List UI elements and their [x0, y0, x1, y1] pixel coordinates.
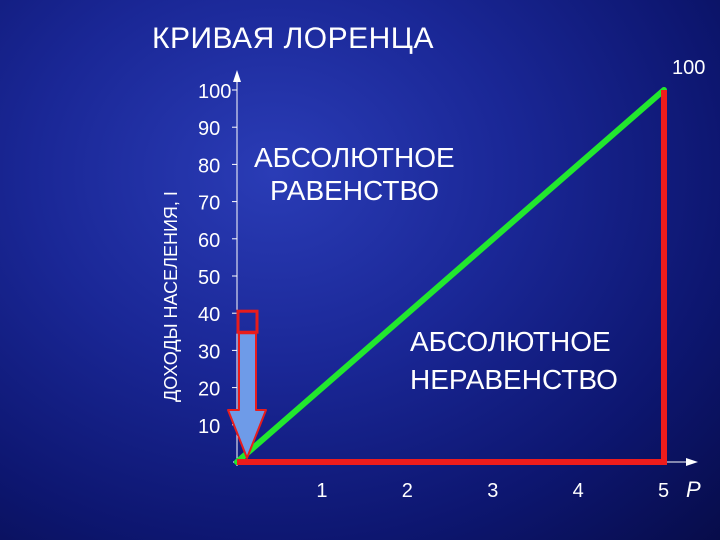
x-axis-label: P [686, 477, 701, 502]
y-tick-label: 30 [198, 341, 220, 363]
x-tick-label: 4 [573, 480, 584, 502]
annotation-equality-line2: РАВЕНСТВО [270, 175, 439, 206]
annotation-equality-line1: АБСОЛЮТНОЕ [254, 142, 455, 173]
series-inequality-line [237, 90, 667, 465]
x-tick-label: 1 [316, 480, 327, 502]
corner-label: 100 [672, 57, 705, 79]
y-tick-label: 40 [198, 304, 220, 326]
y-tick-label: 70 [198, 193, 220, 215]
y-tick-label: 20 [198, 379, 220, 401]
slide-title: КРИВАЯ ЛОРЕНЦА [152, 22, 434, 55]
annotation-inequality-line2: НЕРАВЕНСТВО [410, 364, 618, 395]
y-tick-label: 90 [198, 118, 220, 140]
x-axis-arrowhead [686, 458, 698, 466]
y-tick-label: 60 [198, 230, 220, 252]
y-tick-label: 50 [198, 267, 220, 289]
y-tick-label: 10 [198, 416, 220, 438]
x-tick-label: 2 [402, 480, 413, 502]
y-axis-arrowhead [233, 70, 241, 82]
x-tick-label: 3 [487, 480, 498, 502]
arrow-start-box [236, 309, 259, 334]
x-tick-label: 5 [658, 480, 669, 502]
series-equality-line [234, 87, 667, 465]
y-tick-label: 100 [198, 81, 231, 103]
annotation-inequality-line1: АБСОЛЮТНОЕ [410, 326, 611, 357]
y-tick-label: 80 [198, 155, 220, 177]
down-arrow [227, 332, 267, 459]
